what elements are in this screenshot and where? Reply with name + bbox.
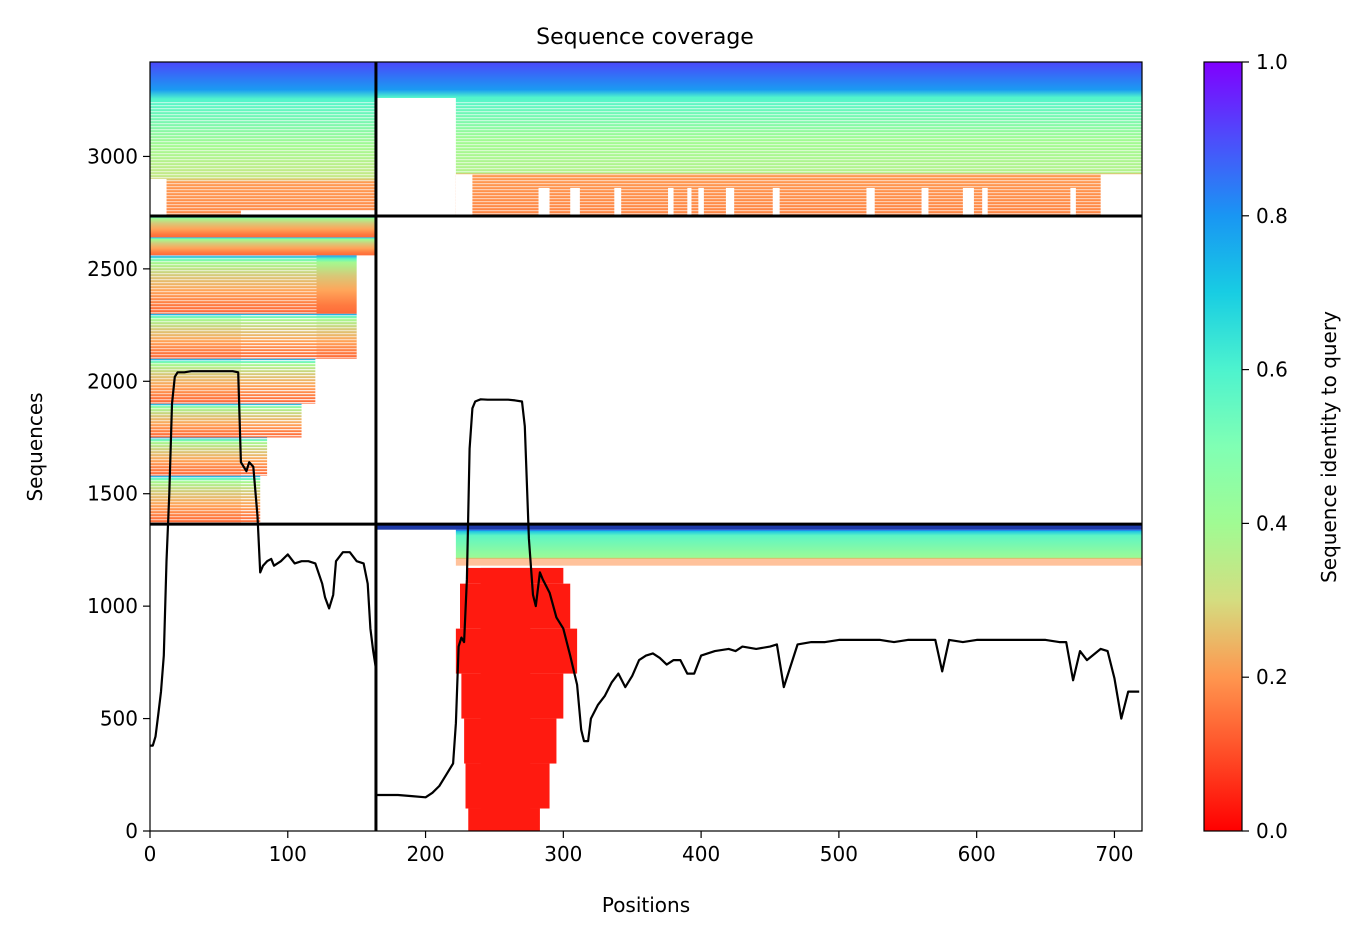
block-segment-2-unpaired: [455, 529, 1142, 559]
x-axis-label: Positions: [602, 893, 690, 917]
block-texture: [240, 313, 357, 525]
plot-frame: [149, 61, 1143, 832]
block-segment-1-unpaired: [150, 237, 376, 256]
y-tick-label: 3000: [87, 144, 138, 168]
block-gap: [921, 187, 929, 217]
block-gap: [240, 210, 376, 217]
y-tick-label: 2000: [87, 369, 138, 393]
colorbar-tick-label: 0.0: [1256, 819, 1288, 843]
y-tick-label: 1000: [87, 594, 138, 618]
colorbar-ticks: 0.0 0.2 0.4 0.6 0.8 1.0: [1242, 50, 1288, 843]
x-tick-label: 0: [144, 842, 157, 866]
y-axis-ticks: 0 500 1000 1500 2000 2500 3000: [87, 144, 150, 843]
block-gap: [455, 174, 473, 217]
block-gap: [698, 187, 704, 217]
y-tick-label: 2500: [87, 257, 138, 281]
x-tick-label: 200: [406, 842, 444, 866]
y-axis-label: Sequences: [23, 392, 47, 501]
x-tick-label: 700: [1095, 842, 1133, 866]
block-texture: [375, 100, 1142, 217]
colorbar-label: Sequence identity to query: [1317, 311, 1341, 583]
y-tick-label: 1500: [87, 482, 138, 506]
block-gap: [150, 178, 167, 217]
x-tick-label: 300: [544, 842, 582, 866]
plot-area: [149, 61, 1143, 832]
chart-title: Sequence coverage: [536, 25, 754, 50]
alignment-blocks: [150, 62, 1142, 831]
colorbar-tick-label: 0.4: [1256, 511, 1288, 535]
block-gap: [1100, 174, 1142, 217]
colorbar-gradient: [1203, 61, 1243, 832]
x-tick-label: 400: [682, 842, 720, 866]
block-gap: [866, 187, 875, 217]
block-gap: [772, 187, 780, 217]
x-tick-label: 600: [958, 842, 996, 866]
block-header-rows: [375, 524, 1142, 530]
block-gap: [570, 187, 580, 217]
block-gap: [614, 187, 622, 217]
block-gap: [962, 187, 974, 217]
coverage-line: [150, 370, 1140, 799]
block-orange-rows: [455, 557, 1142, 566]
y-tick-label: 0: [125, 819, 138, 843]
colorbar-tick-label: 0.2: [1256, 665, 1288, 689]
block-gap: [1070, 187, 1076, 217]
colorbar-tick-label: 1.0: [1256, 50, 1288, 74]
colorbar-tick-label: 0.8: [1256, 204, 1288, 228]
block-gap: [687, 187, 692, 217]
colorbar: 0.0 0.2 0.4 0.6 0.8 1.0 Sequence identity to …: [1203, 50, 1341, 843]
block-gap: [375, 97, 456, 217]
x-tick-label: 500: [820, 842, 858, 866]
block-gap: [982, 187, 988, 217]
block-texture: [150, 100, 376, 217]
block-low-identity-core: [480, 567, 531, 831]
block-segment-1-unpaired: [150, 216, 376, 238]
block-gap: [538, 187, 550, 217]
block-gap: [668, 187, 674, 217]
x-tick-label: 100: [269, 842, 307, 866]
x-axis-ticks: 0 100 200 300 400 500 600 700: [144, 831, 1134, 866]
y-tick-label: 500: [100, 707, 138, 731]
block-gap: [725, 187, 735, 217]
colorbar-tick-label: 0.6: [1256, 358, 1288, 382]
